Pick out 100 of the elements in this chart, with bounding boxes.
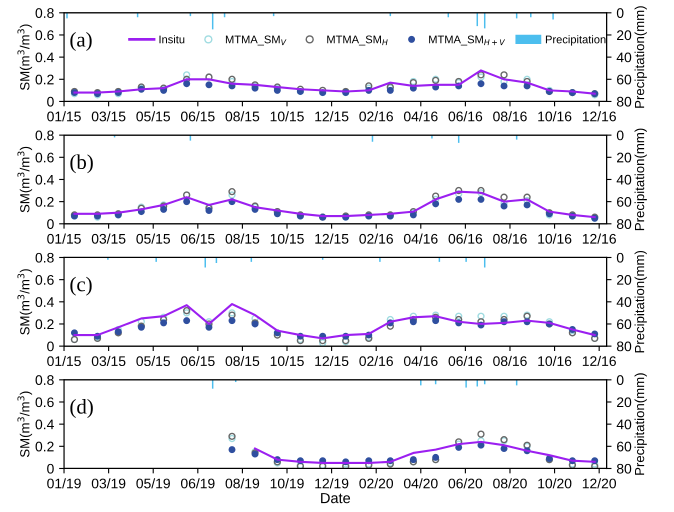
x-tick-label: 12/15 <box>315 356 348 366</box>
y-tick-label: 0.6 <box>36 397 54 408</box>
y-axis-title: SM(m$^{3}$/m$^{3}$) <box>17 146 32 212</box>
x-tick-label: 06/16 <box>448 356 482 366</box>
x-tick-label: 08/16 <box>493 111 527 122</box>
y2-tick-label: 60 <box>617 442 632 452</box>
x-tick-label: 03/15 <box>92 356 126 366</box>
x-tick-label: 08/16 <box>493 356 527 366</box>
x-tick-label: 10/20 <box>538 478 572 488</box>
y-axis-title: SM(m$^{3}$/m$^{3}$) <box>17 269 32 335</box>
legend-label: MTMA_SM$_{H}$ <box>327 35 388 46</box>
y2-tick-label: 60 <box>617 196 632 207</box>
x-tick-label: 01/15 <box>47 111 81 122</box>
y2-tick-label: 0 <box>616 130 624 140</box>
x-tick-label: 12/19 <box>315 478 348 488</box>
x-tick-label: 02/16 <box>359 234 393 244</box>
y2-tick-label: 80 <box>616 219 632 229</box>
x-tick-label: 03/15 <box>92 111 126 122</box>
y-tick-label: 0.2 <box>36 319 54 330</box>
y-tick-label: 0.2 <box>36 74 54 84</box>
x-tick-label: 10/16 <box>538 356 572 366</box>
x-tick-label: 03/15 <box>92 234 126 244</box>
y2-tick-label: 80 <box>616 341 632 352</box>
x-tick-label: 06/15 <box>180 234 215 244</box>
y-tick-label: 0.4 <box>36 297 54 307</box>
legend-label: Insitu <box>159 35 184 44</box>
y-tick-label: 0 <box>47 464 54 474</box>
x-tick-label: 12/15 <box>315 234 348 244</box>
x-tick-label: 03/19 <box>92 478 126 488</box>
y-tick-label: 0.8 <box>36 130 54 140</box>
x-tick-label: 10/16 <box>538 234 572 244</box>
y2-axis-title: Precipitation(mm) <box>634 128 647 230</box>
y2-tick-label: 20 <box>617 30 632 40</box>
x-tick-label: 01/15 <box>47 356 81 366</box>
x-tick-label: 08/16 <box>493 234 527 244</box>
y-axis-title: SM(m$^{3}$/m$^{3}$) <box>17 392 32 458</box>
legend-label: MTMA_SM$_{H+V}$ <box>429 35 506 46</box>
x-tick-label: 08/15 <box>226 356 260 366</box>
x-tick-label: 12/16 <box>582 234 616 244</box>
x-tick-label: 04/16 <box>404 111 438 122</box>
annotation: (a) <box>70 32 92 51</box>
y2-tick-label: 40 <box>616 174 632 185</box>
y2-tick-label: 80 <box>616 96 632 107</box>
y2-axis-title: Precipitation(mm) <box>634 373 647 475</box>
y-tick-label: 0 <box>47 341 54 352</box>
x-tick-label: 12/15 <box>315 111 348 122</box>
y2-tick-label: 40 <box>616 297 632 307</box>
y-tick-label: 0.4 <box>36 174 54 185</box>
y-tick-label: 0.6 <box>36 152 54 162</box>
y2-tick-label: 60 <box>617 319 632 330</box>
x-axis-title: Date <box>321 493 350 504</box>
x-tick-label: 08/15 <box>226 111 260 122</box>
y-tick-label: 0.8 <box>36 8 54 18</box>
y-tick-label: 0.2 <box>36 196 54 207</box>
x-tick-label: 06/15 <box>180 356 215 366</box>
y2-tick-label: 60 <box>617 74 632 84</box>
y2-axis-title: Precipitation(mm) <box>634 6 647 108</box>
x-tick-label: 05/15 <box>136 234 170 244</box>
x-tick-label: 06/20 <box>448 478 482 488</box>
x-tick-label: 12/16 <box>582 111 616 122</box>
x-tick-label: 05/15 <box>136 356 170 366</box>
x-tick-label: 05/15 <box>136 111 170 122</box>
y-tick-label: 0.4 <box>36 419 54 430</box>
x-tick-label: 12/20 <box>582 478 616 488</box>
x-tick-label: 08/15 <box>226 234 260 244</box>
x-tick-label: 10/15 <box>270 111 304 122</box>
y-tick-label: 0.4 <box>36 52 54 62</box>
x-tick-label: 10/19 <box>270 478 304 488</box>
legend-label: MTMA_SM$_{V}$ <box>226 35 286 46</box>
x-tick-label: 10/15 <box>270 356 304 366</box>
x-tick-label: 06/16 <box>448 234 482 244</box>
y-tick-label: 0.8 <box>36 252 54 263</box>
y2-tick-label: 0 <box>616 375 624 385</box>
x-tick-label: 06/15 <box>180 111 215 122</box>
y-axis-title: SM(m$^{3}$/m$^{3}$) <box>17 24 32 90</box>
x-tick-label: 01/15 <box>47 234 81 244</box>
y-tick-label: 0.2 <box>36 442 54 452</box>
y2-tick-label: 20 <box>617 397 632 408</box>
y2-tick-label: 40 <box>616 52 632 62</box>
y2-tick-label: 80 <box>616 464 632 474</box>
y-tick-label: 0.8 <box>36 375 54 385</box>
y2-tick-label: 40 <box>616 419 632 430</box>
y2-tick-label: 20 <box>617 274 632 285</box>
y-tick-label: 0 <box>47 96 54 107</box>
x-tick-label: 06/16 <box>448 111 482 122</box>
y-tick-label: 0 <box>47 219 54 229</box>
x-tick-label: 02/20 <box>359 478 394 488</box>
x-tick-label: 06/19 <box>180 478 215 488</box>
y2-tick-label: 20 <box>617 152 632 162</box>
x-tick-label: 04/16 <box>404 234 438 244</box>
x-tick-label: 01/19 <box>47 478 81 488</box>
y2-tick-label: 0 <box>616 252 624 263</box>
y-tick-label: 0.6 <box>36 30 54 40</box>
annotation: (b) <box>70 154 93 174</box>
annotation: (c) <box>70 276 92 296</box>
x-tick-label: 08/20 <box>493 478 527 488</box>
x-tick-label: 02/16 <box>359 356 393 366</box>
x-tick-label: 12/16 <box>582 356 616 366</box>
y2-axis-title: Precipitation(mm) <box>634 250 647 352</box>
annotation: (d) <box>70 399 93 418</box>
